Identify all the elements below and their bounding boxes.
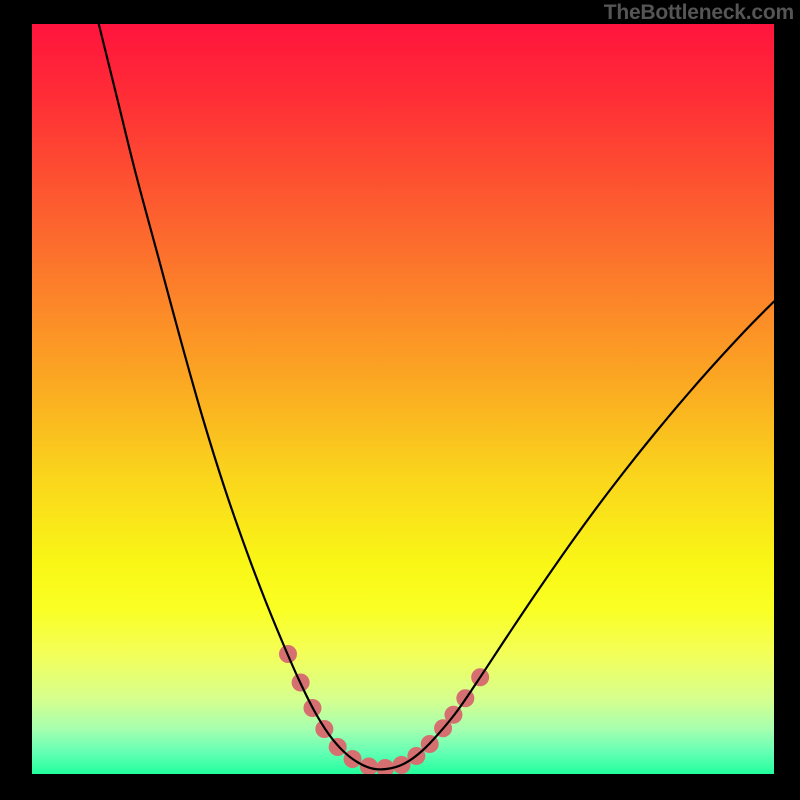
- watermark-text: TheBottleneck.com: [604, 1, 794, 25]
- bottleneck-chart: [32, 24, 774, 774]
- chart-svg: [32, 24, 774, 774]
- gradient-background: [32, 24, 774, 774]
